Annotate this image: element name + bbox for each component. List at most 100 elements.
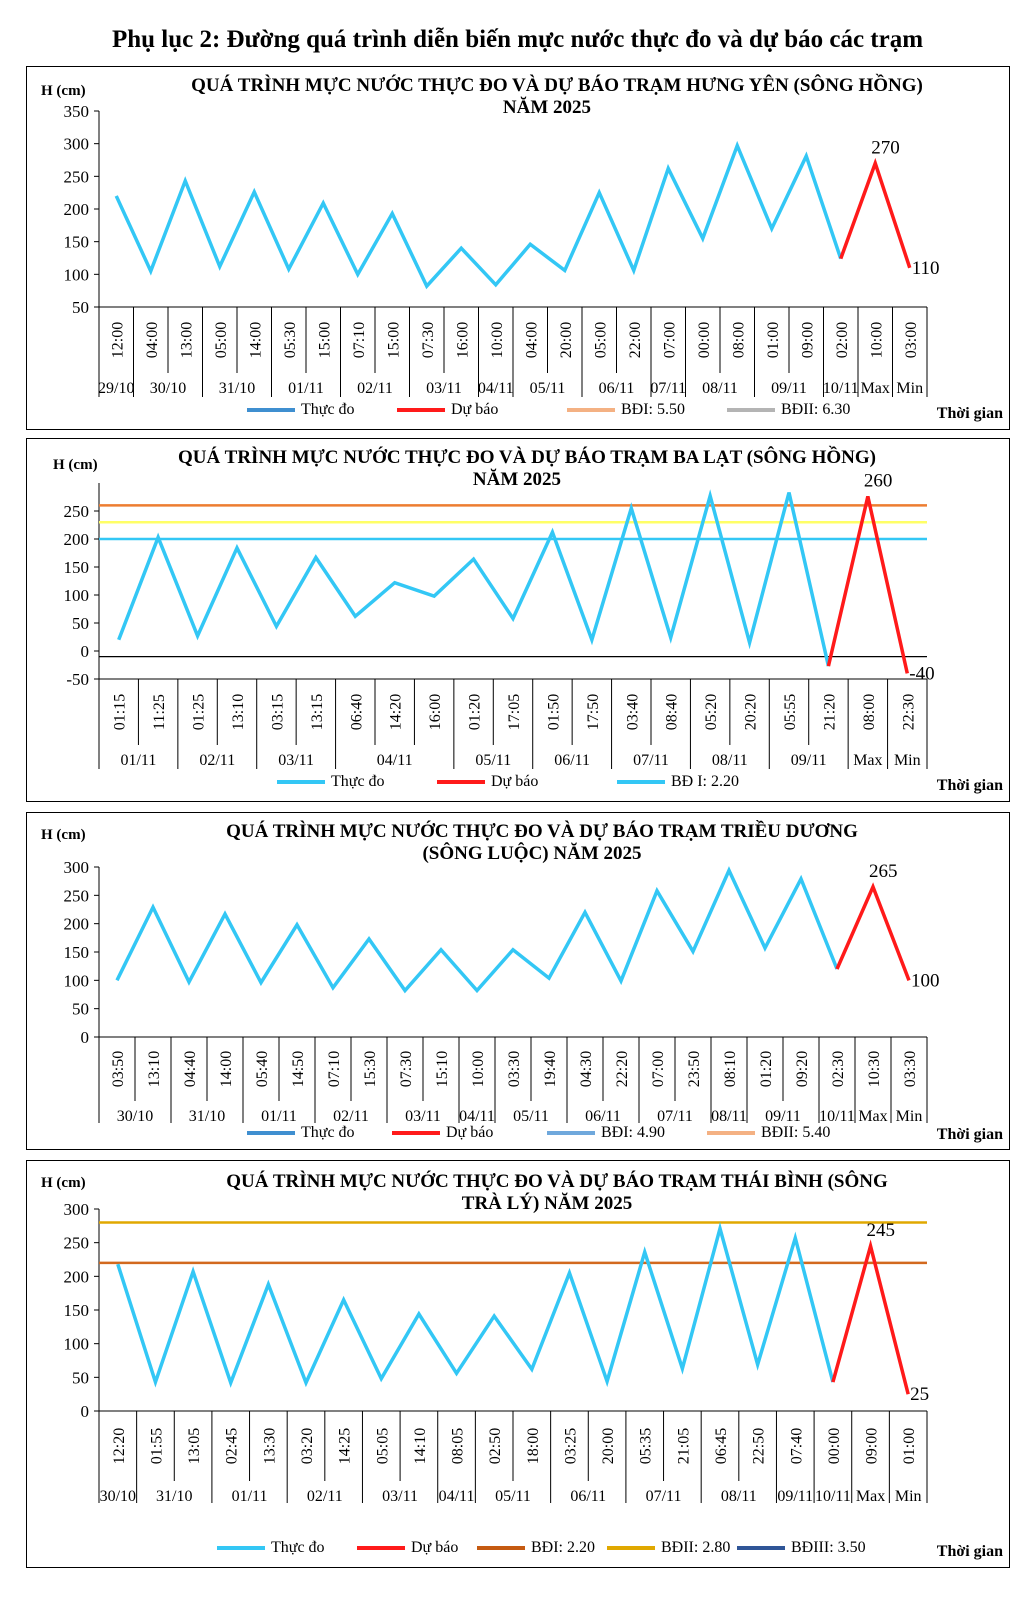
- legend-swatch: [247, 408, 295, 412]
- data-label: -40: [909, 663, 934, 684]
- x-tick-label: 11:25: [151, 694, 168, 730]
- y-tick-label: 50: [72, 1000, 89, 1019]
- legend-label: BĐII: 5.40: [761, 1124, 831, 1141]
- chart-svg-thai-binh: 0 50 100 150 200 250 300 12:20 01:55 13:05 02:45 13…: [64, 1200, 930, 1505]
- legend-item: Dự báo: [437, 773, 538, 791]
- y-tick-label: 250: [64, 167, 90, 186]
- x-tick-label: 22:30: [900, 694, 917, 730]
- date-group-label: 03/11: [405, 1108, 441, 1125]
- x-tick-label: 07:40: [788, 1428, 805, 1464]
- legend-label: Thực đo: [271, 1539, 325, 1556]
- x-tick-label: 03:25: [562, 1428, 579, 1464]
- date-group-label: 02/11: [199, 752, 235, 769]
- legend-item: Dự báo: [357, 1539, 458, 1557]
- date-group-label: 04/11: [478, 380, 514, 397]
- x-tick-label: 07:10: [351, 322, 368, 358]
- x-tick-label: 01:25: [191, 694, 208, 730]
- chart-title-line-2: TRÀ LÝ) NĂM 2025: [461, 1193, 633, 1214]
- x-tick-label: 01:15: [112, 694, 129, 730]
- x-tick-label: 10:00: [489, 322, 506, 358]
- x-tick-label: 13:10: [146, 1051, 163, 1087]
- x-tick-label: 04:30: [578, 1051, 595, 1087]
- x-axis-label: Thời gian: [936, 1543, 1003, 1560]
- x-tick-label: 17:50: [585, 694, 602, 730]
- legend-swatch: [707, 1131, 755, 1135]
- date-group-label: 05/11: [495, 1488, 531, 1505]
- legend-item: BĐII: 6.30: [727, 401, 850, 419]
- date-group-label: 07/11: [650, 380, 686, 397]
- x-tick-label: 03:20: [299, 1428, 316, 1464]
- date-group-label: 30/10: [117, 1108, 153, 1125]
- x-tick-label: 04:40: [182, 1051, 199, 1087]
- legend-swatch: [437, 780, 485, 784]
- x-tick-label: 13:15: [309, 694, 326, 730]
- x-tick-label: 19:40: [542, 1051, 559, 1087]
- date-group-label: 10/11: [823, 380, 859, 397]
- series-line-forecast: [835, 882, 911, 981]
- chart-title: QUÁ TRÌNH MỰC NƯỚC THỰC ĐO VÀ DỰ BÁO TRẠ…: [147, 447, 907, 491]
- y-tick-label: 250: [64, 1234, 90, 1253]
- chart-title: QUÁ TRÌNH MỰC NƯỚC THỰC ĐO VÀ DỰ BÁO TRẠ…: [177, 1171, 937, 1215]
- legend-item: Thực đo: [277, 773, 385, 791]
- x-tick-label: 15:00: [316, 322, 333, 358]
- date-group-label: 31/10: [189, 1108, 225, 1125]
- x-tick-label: 08:05: [450, 1428, 467, 1464]
- y-tick-label: 150: [64, 943, 90, 962]
- x-tick-label: 13:10: [230, 694, 247, 730]
- x-tick-label: 22:20: [614, 1051, 631, 1087]
- x-tick-label: 12:00: [109, 322, 126, 358]
- page-title: Phụ lục 2: Đường quá trình diễn biến mực…: [111, 26, 924, 53]
- x-tick-label: 20:00: [600, 1428, 617, 1464]
- legend-swatch: [727, 408, 775, 412]
- x-tick-label: 14:10: [412, 1428, 429, 1464]
- y-tick-label: 0: [81, 642, 90, 661]
- legend-item: Dự báo: [392, 1124, 493, 1142]
- x-tick-label: 09:20: [794, 1051, 811, 1087]
- y-axis-label: H (cm): [41, 83, 86, 99]
- x-tick-label: 20:20: [743, 694, 760, 730]
- legend-swatch: [617, 780, 665, 784]
- legend-swatch: [477, 1546, 525, 1550]
- x-tick-label: 05:00: [592, 322, 609, 358]
- x-axis-label: Thời gian: [936, 405, 1003, 422]
- date-group-label: Max: [853, 752, 882, 769]
- y-tick-label: 0: [81, 1028, 90, 1047]
- legend-label: Dự báo: [411, 1539, 459, 1556]
- y-tick-label: 50: [72, 614, 89, 633]
- legend-swatch: [392, 1131, 440, 1135]
- legend-item: BĐI: 5.50: [567, 401, 685, 419]
- date-group-label: 01/11: [288, 380, 324, 397]
- x-tick-label: 10:00: [868, 322, 885, 358]
- date-group-label: 01/11: [232, 1488, 268, 1505]
- x-tick-label: 01:20: [467, 694, 484, 730]
- chart-title: QUÁ TRÌNH MỰC NƯỚC THỰC ĐO VÀ DỰ BÁO TRẠ…: [177, 75, 937, 119]
- y-tick-label: 100: [64, 586, 90, 605]
- legend-swatch: [737, 1546, 785, 1550]
- x-tick-label: 05:05: [374, 1428, 391, 1464]
- legend-item: BĐI: 4.90: [547, 1124, 665, 1142]
- x-tick-label: 08:00: [730, 322, 747, 358]
- date-group-label: 30/10: [100, 1488, 136, 1505]
- legend-swatch: [607, 1546, 655, 1550]
- legend-item: BĐII: 5.40: [707, 1124, 830, 1142]
- y-tick-label: 100: [64, 265, 90, 284]
- y-tick-label: 350: [64, 102, 90, 121]
- y-tick-label: 150: [64, 233, 90, 252]
- y-tick-label: 300: [64, 1200, 90, 1219]
- legend-label: Thực đo: [301, 401, 355, 418]
- x-tick-label: 00:00: [696, 322, 713, 358]
- chart-panel-thai-binh: 0 50 100 150 200 250 300 12:20 01:55 13:05 02:45 13…: [26, 1160, 1010, 1568]
- x-tick-label: 22:50: [751, 1428, 768, 1464]
- x-tick-label: 08:40: [664, 694, 681, 730]
- date-group-label: 05/11: [530, 380, 566, 397]
- legend-label: BĐ I: 2.20: [671, 773, 739, 790]
- date-group-label: 07/11: [633, 752, 669, 769]
- legend-swatch: [547, 1131, 595, 1135]
- date-group-label: Min: [895, 1488, 922, 1505]
- y-tick-label: 300: [64, 135, 90, 154]
- x-tick-label: 21:05: [675, 1428, 692, 1464]
- x-tick-label: 08:10: [722, 1051, 739, 1087]
- date-group-label: 01/11: [120, 752, 156, 769]
- date-group-label: 03/11: [382, 1488, 418, 1505]
- x-tick-label: 15:30: [362, 1051, 379, 1087]
